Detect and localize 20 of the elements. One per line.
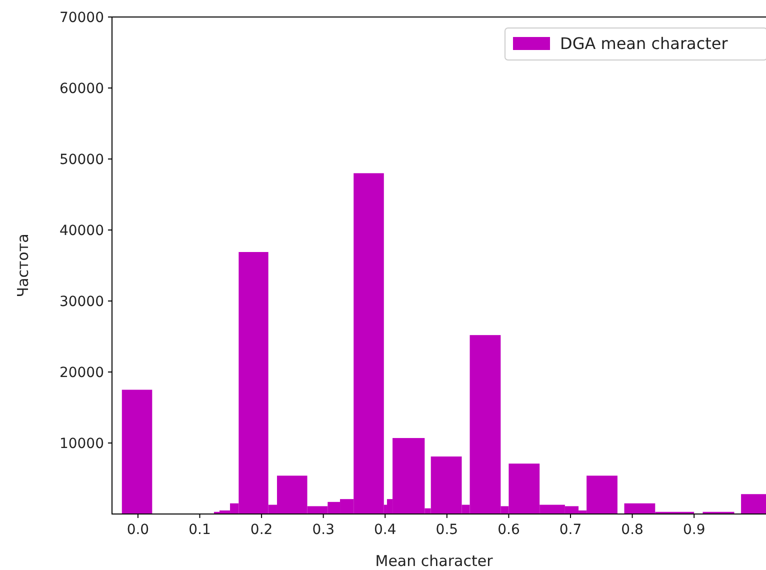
y-tick-label: 20000 [59, 364, 104, 381]
x-tick-label: 0.6 [498, 522, 520, 538]
x-tick-label: 0.5 [436, 522, 458, 538]
x-tick-label: 0.9 [682, 522, 706, 538]
x-tick-label: 0.0 [126, 522, 150, 538]
x-tick-label: 0.7 [559, 522, 582, 538]
x-tick-label: 0.2 [250, 522, 273, 538]
y-tick-label: 10000 [59, 436, 104, 452]
y-tick-label: 70000 [59, 10, 104, 26]
y-tick-label: 50000 [59, 152, 104, 168]
x-tick-label: 0.1 [188, 522, 211, 538]
y-tick-label: 30000 [59, 294, 104, 310]
y-axis-title: Частота [14, 234, 32, 298]
y-tick-label: 40000 [59, 222, 104, 239]
y-tick-label: 60000 [59, 80, 104, 97]
x-tick-label: 0.4 [374, 522, 396, 538]
legend-label: DGA mean character [560, 34, 728, 53]
x-tick-label: 0.3 [312, 522, 334, 538]
x-tick-label: 0.8 [621, 522, 644, 538]
x-axis-title: Mean character [375, 552, 494, 570]
